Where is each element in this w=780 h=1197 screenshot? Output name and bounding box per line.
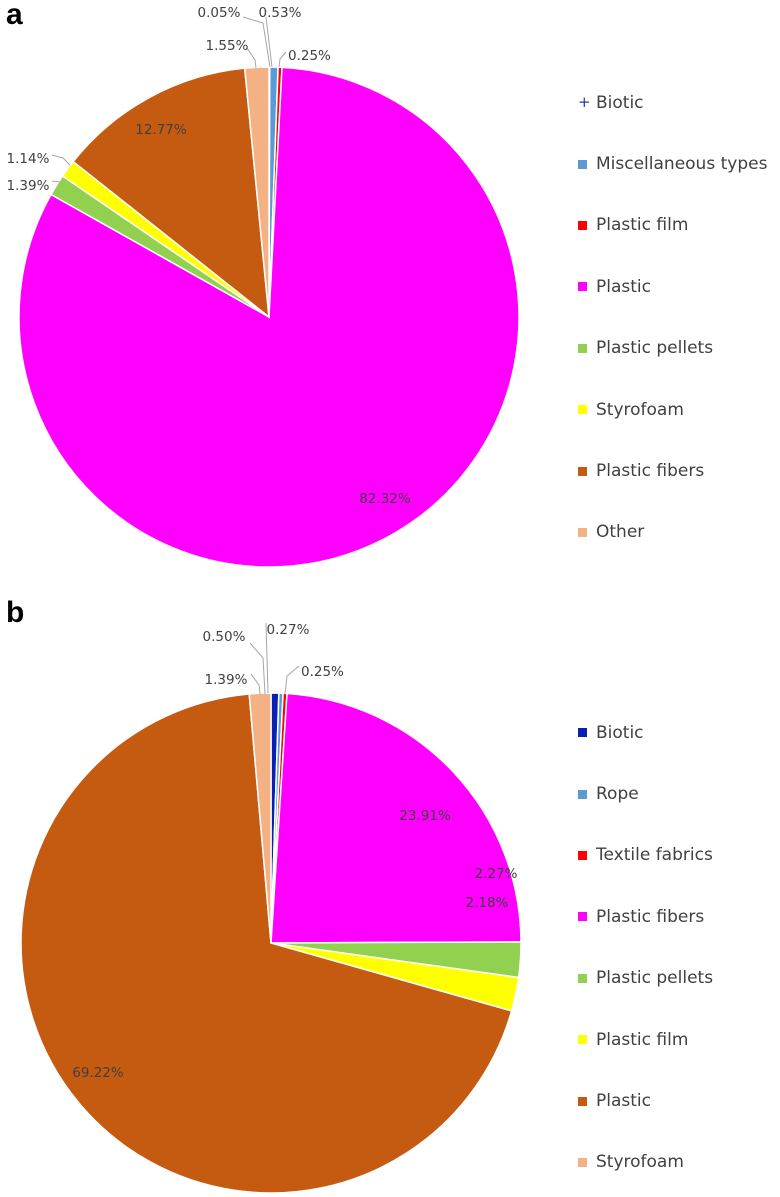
legend-label: Biotic [596,722,644,743]
legend-swatch-plastic [578,1096,587,1106]
value-label-rope: 0.27% [267,622,310,638]
value-label-other: 1.55% [206,38,249,54]
value-label-styrofoam: 1.39% [205,672,248,688]
value-label-plastic-fibers: 23.91% [399,808,451,824]
legend-item-other: Other [578,502,767,563]
leader-line-biotic [242,16,271,68]
legend-swatch-other [578,527,587,537]
legend-item-plastic-film: Plastic film [578,1009,713,1070]
leader-line-styrofoam [250,673,261,695]
legend-swatch-plastic [578,282,587,292]
value-label-textile-fabrics: 0.25% [301,664,344,680]
value-labels: 0.50% 0.27% 0.25% 23.91% 2.27% 2.18% 69.22% 1.3… [72,622,517,1081]
leader-line-other [246,47,257,69]
pie-slice-plastic-fibers [72,67,270,319]
pie-slice-plastic [20,693,513,1194]
pie-slices [20,692,522,1194]
legend-item-rope: Rope [578,763,713,824]
value-label-plastic: 69.22% [72,1065,124,1081]
legend-swatch-styrofoam [578,1157,587,1167]
legend-swatch-biotic: + [578,93,591,112]
legend-label: Textile fabrics [596,845,713,866]
pie-chart-a: a 0.05% 0.53% 0.25% 82.32% 1.39% 1.14% 12.77% 1… [0,0,780,598]
pie-svg-a: 0.05% 0.53% 0.25% 82.32% 1.39% 1.14% 12.77% 1.5… [7,5,520,568]
legend-label: Plastic [596,276,651,297]
legend-swatch-plastic-film [578,1035,587,1045]
legend-item-biotic: Biotic [578,702,713,763]
pie-slices [18,66,520,568]
value-label-plastic-film: 2.18% [466,895,509,911]
legend-label: Other [596,522,645,543]
legend-label: Styrofoam [596,399,684,420]
legend-label: Biotic [596,92,644,113]
value-label-biotic: 0.05% [198,5,241,21]
legend-label: Styrofoam [596,1152,684,1173]
legend-swatch-plastic-fibers [578,912,587,922]
legend-item-styrofoam: Styrofoam [578,1132,713,1193]
pie-chart-b: b 0.50% 0.27% 0.25% 23.91% 2.27% 2.18% 69.22% 1… [0,598,780,1196]
legend-swatch-rope [578,789,587,799]
legend-b: Biotic Rope Textile fabrics Plastic fibers P… [578,702,713,1193]
legend-item-plastic-fibers: Plastic fibers [578,440,767,501]
legend-item-plastic-film: Plastic film [578,195,767,256]
pie-svg-b: 0.50% 0.27% 0.25% 23.91% 2.27% 2.18% 69.22% 1.3… [20,622,522,1194]
value-label-biotic: 0.50% [203,629,246,645]
value-labels: 0.05% 0.53% 0.25% 82.32% 1.39% 1.14% 12.77% 1.5… [7,5,411,507]
panel-label-a: a [6,0,23,31]
leader-line-styrofoam [51,154,71,166]
legend-item-plastic: Plastic [578,256,767,317]
legend-label: Plastic pellets [596,968,714,989]
legend-swatch-plastic-fibers [578,466,587,476]
leader-line-textile-fabrics [284,665,300,695]
value-label-styrofoam: 1.14% [7,151,50,167]
legend-swatch-plastic-pellets [578,343,587,353]
legend-item-biotic: + Biotic [578,72,767,133]
leader-lines [249,622,300,695]
panel-label-b: b [6,596,25,629]
legend-item-styrofoam: Styrofoam [578,379,767,440]
value-label-plastic-pellets: 2.27% [475,866,518,882]
legend-item-miscellaneous-types: Miscellaneous types [578,133,767,194]
leader-line-miscellaneous-types [265,16,273,68]
pie-slice-plastic-fibers [270,692,522,944]
legend-item-plastic-pellets: Plastic pellets [578,318,767,379]
leader-line-plastic-film [278,51,287,68]
legend-item-plastic: Plastic [578,1070,713,1131]
legend-label: Plastic fibers [596,906,705,927]
legend-label: Rope [596,784,639,805]
leader-line-biotic [249,642,266,695]
value-label-plastic-fibers: 12.77% [135,122,187,138]
value-label-plastic-pellets: 1.39% [7,178,50,194]
legend-item-plastic-pellets: Plastic pellets [578,948,713,1009]
legend-label: Plastic pellets [596,338,714,359]
legend-swatch-styrofoam [578,405,587,415]
legend-label: Plastic film [596,215,689,236]
legend-swatch-miscellaneous-types [578,159,587,169]
leader-lines [51,16,287,183]
value-label-plastic-film: 0.25% [288,48,331,64]
legend-item-plastic-fibers: Plastic fibers [578,886,713,947]
legend-label: Miscellaneous types [596,154,768,175]
leader-line-rope [265,622,269,694]
legend-label: Plastic film [596,1029,689,1050]
legend-item-textile-fabrics: Textile fabrics [578,825,713,886]
legend-swatch-plastic-film [578,220,587,230]
value-label-miscellaneous-types: 0.53% [259,5,302,21]
leader-line-plastic-pellets [51,180,61,183]
legend-swatch-plastic-pellets [578,973,587,983]
legend-a: + Biotic Miscellaneous types Plastic film Pl… [578,72,767,563]
value-label-plastic: 82.32% [359,491,411,507]
legend-label: Plastic fibers [596,461,705,482]
legend-swatch-biotic [578,728,587,738]
legend-swatch-textile-fabrics [578,850,587,860]
pie-slice-other [243,66,270,318]
legend-label: Plastic [596,1091,651,1112]
